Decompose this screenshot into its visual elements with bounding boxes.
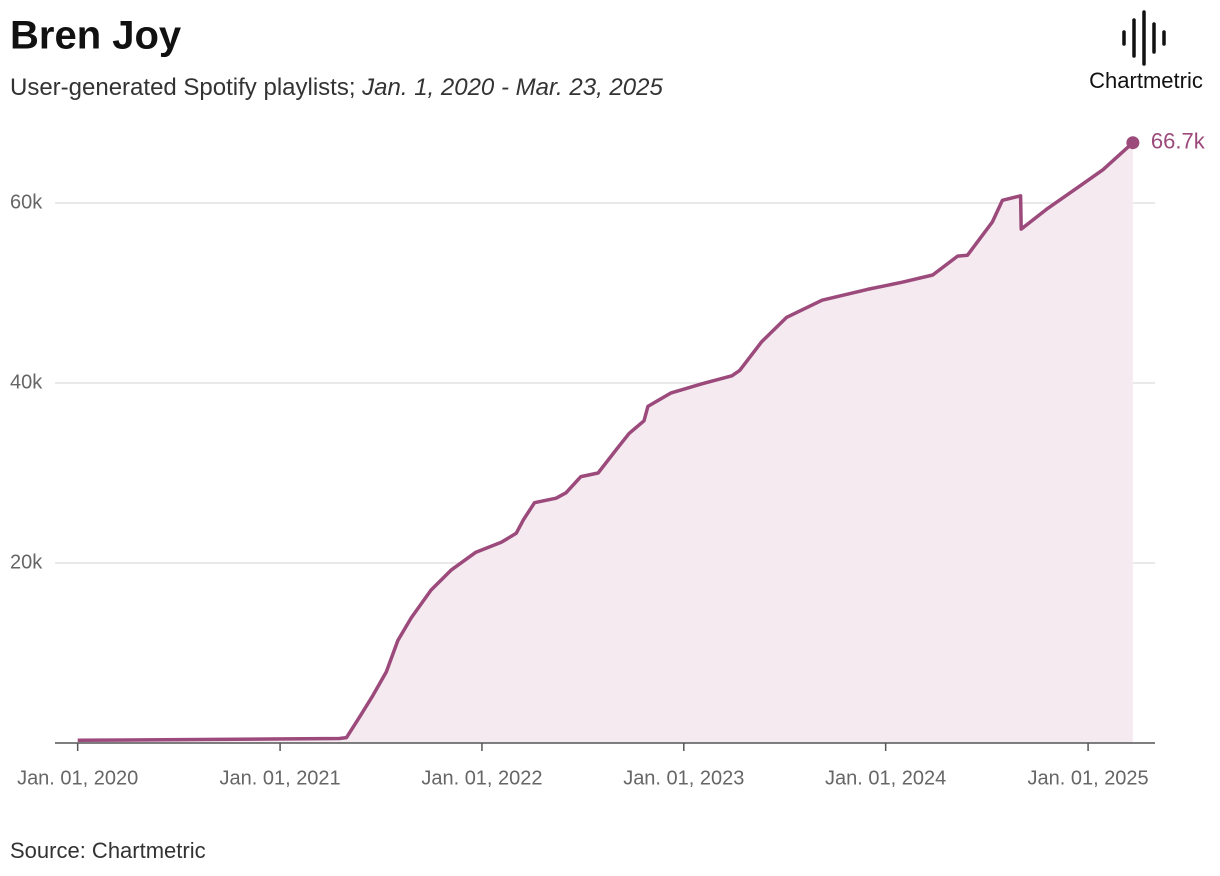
y-tick-label: 40k xyxy=(10,371,43,393)
y-tick-label: 20k xyxy=(10,551,43,573)
area xyxy=(77,142,1133,743)
x-tick-label: Jan. 01, 2021 xyxy=(219,767,340,789)
x-tick-label: Jan. 01, 2024 xyxy=(825,767,946,789)
line xyxy=(77,141,1135,743)
logo-icon xyxy=(1122,10,1166,66)
end-dot xyxy=(1126,136,1140,150)
y-tick-label: 60k xyxy=(10,191,43,213)
end-label: 66.7k xyxy=(1151,129,1206,154)
x-tick-label: Jan. 01, 2020 xyxy=(17,767,138,789)
subtitle-text: User-generated Spotify playlists; xyxy=(10,74,362,101)
source: Source: Chartmetric xyxy=(10,838,206,863)
x-tick-label: Jan. 01, 2023 xyxy=(623,767,744,789)
x-tick-label: Jan. 01, 2025 xyxy=(1027,767,1148,789)
chart-title: Bren Joy xyxy=(10,14,182,58)
subtitle-range: Jan. 1, 2020 - Mar. 23, 2025 xyxy=(361,74,663,101)
x-tick-label: Jan. 01, 2022 xyxy=(421,767,542,789)
brand: Chartmetric xyxy=(1089,68,1203,93)
chart-subtitle: User-generated Spotify playlists; Jan. 1… xyxy=(10,74,663,101)
